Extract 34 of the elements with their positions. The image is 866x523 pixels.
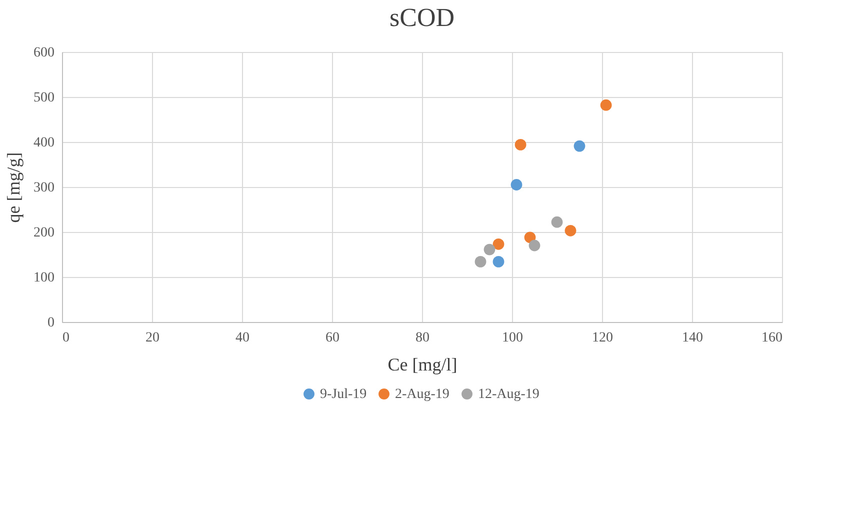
point bbox=[492, 238, 504, 250]
point bbox=[528, 240, 540, 252]
x-tick-label: 20 bbox=[146, 330, 160, 346]
y-tick-label: 100 bbox=[34, 270, 54, 286]
chart-title: sCOD bbox=[389, 3, 455, 32]
x-tick-label: 40 bbox=[236, 330, 250, 346]
x-axis-title: Ce [mg/l] bbox=[388, 354, 458, 374]
x-tick-label: 160 bbox=[762, 330, 782, 346]
legend-label: 12-Aug-19 bbox=[478, 387, 540, 402]
y-tick-label: 200 bbox=[34, 226, 54, 240]
y-axis-title: qe [mg/g] bbox=[4, 152, 24, 223]
x-tick-label: 140 bbox=[682, 330, 703, 346]
legend-label: 9-Jul-19 bbox=[320, 387, 367, 402]
point bbox=[524, 232, 536, 244]
x-tick-label: 60 bbox=[326, 330, 340, 346]
point bbox=[564, 224, 576, 236]
point bbox=[600, 99, 612, 111]
y-tick-label: 0 bbox=[48, 316, 54, 330]
y-tick-label: 300 bbox=[34, 180, 54, 196]
y-tick-label: 400 bbox=[34, 136, 54, 150]
point bbox=[510, 179, 522, 190]
point bbox=[574, 140, 586, 152]
x-tick-label: 120 bbox=[592, 330, 613, 346]
y-tick-label: 500 bbox=[34, 90, 54, 106]
point bbox=[551, 216, 563, 228]
point bbox=[484, 244, 496, 256]
x-tick-label: 0 bbox=[62, 330, 70, 346]
x-tick-label: 100 bbox=[502, 330, 523, 346]
legend-label: 2-Aug-19 bbox=[395, 387, 450, 402]
point bbox=[492, 256, 504, 268]
x-tick-label: 80 bbox=[416, 330, 430, 346]
point bbox=[474, 256, 486, 268]
y-tick-label: 600 bbox=[34, 46, 54, 60]
point bbox=[514, 139, 526, 150]
